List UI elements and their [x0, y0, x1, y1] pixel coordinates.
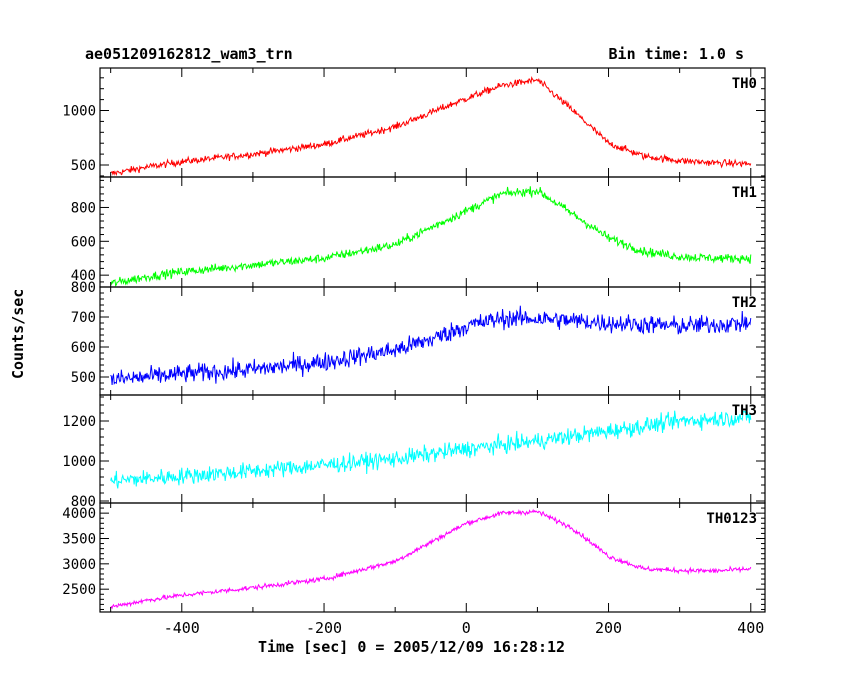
series-line-th0123: [110, 508, 752, 610]
series-label-th3: TH3: [732, 403, 757, 419]
series-line-th1: [110, 186, 752, 287]
chart-title: ae051209162812_wam3_trn: [85, 45, 293, 63]
x-tick-label: -400: [164, 619, 200, 637]
panel-th3: 800 1000 1200 TH3: [62, 394, 766, 510]
y-tick-label: 800: [71, 494, 96, 510]
x-tick-label: 200: [595, 619, 622, 637]
y-axis-label: Counts/sec: [9, 288, 27, 379]
panel-th0123: 2500 3000 3500 4000 TH0123: [62, 502, 766, 613]
y-tick-label: 1000: [62, 104, 96, 120]
x-axis-label: Time [sec] 0 = 2005/12/09 16:28:12: [258, 638, 566, 656]
y-tick-label: 1000: [62, 454, 96, 470]
panel-th2: 500 600 700 800 TH2: [71, 280, 766, 396]
y-tick-label: 800: [71, 200, 96, 216]
y-tick-label: 500: [71, 158, 96, 174]
y-tick-label: 400: [71, 268, 96, 284]
panel-th0: 500 1000 TH0: [62, 67, 766, 178]
series-label-th1: TH1: [732, 185, 757, 201]
bin-time-label: Bin time: 1.0 s: [608, 45, 744, 63]
y-tick-label: 600: [71, 234, 96, 250]
panel-frame: [99, 502, 766, 613]
y-tick-label: 4000: [62, 506, 96, 522]
panel-frame: [99, 67, 766, 178]
panel-frame: [99, 176, 766, 288]
y-tick-label: 800: [71, 280, 96, 296]
y-tick-label: 2500: [62, 582, 96, 598]
series-label-th0123: TH0123: [706, 511, 757, 527]
panel-th1: 400 600 800 TH1: [71, 176, 766, 288]
x-tick-label: 400: [737, 619, 764, 637]
y-tick-label: 600: [71, 340, 96, 356]
series-line-th2: [110, 305, 752, 386]
series-line-th0: [110, 75, 752, 176]
x-tick-label: 0: [462, 619, 471, 637]
y-tick-label: 500: [71, 370, 96, 386]
y-tick-label: 700: [71, 310, 96, 326]
y-tick-label: 3000: [62, 557, 96, 573]
y-tick-label: 1200: [62, 414, 96, 430]
series-label-th0: TH0: [732, 76, 757, 92]
series-label-th2: TH2: [732, 295, 757, 311]
x-tick-label: -200: [306, 619, 342, 637]
series-line-th3: [110, 410, 752, 489]
panel-frame: [99, 394, 766, 504]
y-tick-label: 3500: [62, 531, 96, 547]
